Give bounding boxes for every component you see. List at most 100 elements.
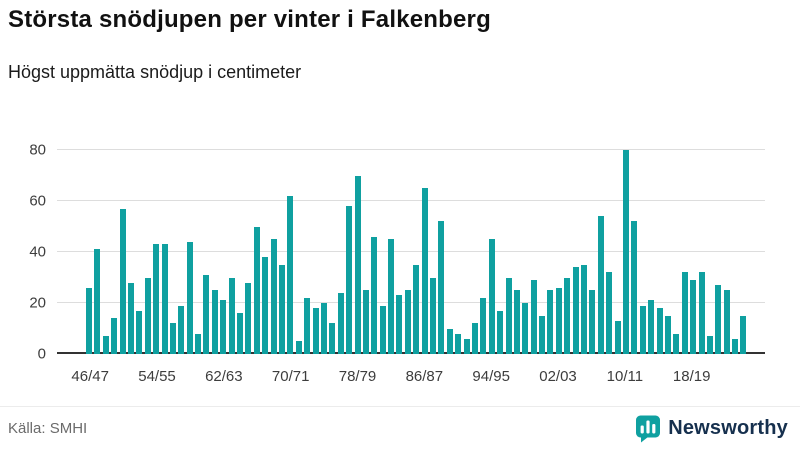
x-tick-label: 18/19 xyxy=(672,368,711,385)
gridlines xyxy=(57,149,765,354)
bar-12-13 xyxy=(639,305,646,354)
bar-23-24 xyxy=(732,338,739,354)
bar-90-91 xyxy=(455,333,462,354)
bar-73-74 xyxy=(312,308,319,354)
bar-08-09 xyxy=(606,272,613,354)
bar-09-10 xyxy=(614,320,621,354)
x-axis-line xyxy=(57,352,765,354)
y-tick-label: 80 xyxy=(29,141,46,159)
source-label: Källa: SMHI xyxy=(8,420,88,437)
bar-64-65 xyxy=(237,313,244,354)
bar-00-01 xyxy=(539,315,546,354)
bar-24-25 xyxy=(740,315,747,354)
bar-21-22 xyxy=(715,285,722,354)
bar-83-84 xyxy=(396,295,403,354)
y-tick-label: 20 xyxy=(29,294,46,312)
bar-93-94 xyxy=(480,297,487,354)
bar-87-88 xyxy=(430,277,437,354)
bar-58-59 xyxy=(186,241,193,354)
bar-61-62 xyxy=(211,290,218,354)
bar-99-00 xyxy=(530,280,537,354)
y-tick-label: 40 xyxy=(29,243,46,261)
bar-80-81 xyxy=(371,236,378,354)
bar-56-57 xyxy=(169,323,176,354)
bar-chart: 0 20 40 60 80 46/47 54/55 62/63 70/71 78/79 86/87… xyxy=(0,140,800,392)
chart-subtitle: Högst uppmätta snödjup i centimeter xyxy=(8,62,302,82)
bar-63-64 xyxy=(228,277,235,354)
bar-16-17 xyxy=(673,333,680,354)
x-tick-label: 78/79 xyxy=(338,368,377,385)
bar-05-06 xyxy=(581,264,588,354)
bar-46-47 xyxy=(86,287,92,354)
bar-78-79 xyxy=(354,175,361,354)
bar-84-85 xyxy=(404,290,411,354)
x-tick-label: 62/63 xyxy=(205,368,243,385)
bar-19-20 xyxy=(698,272,705,354)
bar-15-16 xyxy=(664,315,671,354)
bar-82-83 xyxy=(388,239,395,354)
y-axis: 0 20 40 60 80 xyxy=(0,143,46,362)
bar-60-61 xyxy=(203,274,210,354)
x-tick-label: 70/71 xyxy=(271,368,310,385)
bar-53-54 xyxy=(144,277,151,354)
bar-14-15 xyxy=(656,308,663,354)
bar-66-67 xyxy=(253,226,260,354)
bar-20-21 xyxy=(706,336,713,354)
bar-68-69 xyxy=(270,239,277,354)
bar-59-60 xyxy=(195,333,202,354)
newsworthy-logo-icon xyxy=(636,415,661,442)
newsworthy-brand-link[interactable]: Newsworthy xyxy=(635,415,788,443)
bar-22-23 xyxy=(723,290,730,354)
bar-70-71 xyxy=(287,195,294,354)
bar-69-70 xyxy=(278,264,285,354)
bar-52-53 xyxy=(136,310,143,354)
bar-89-90 xyxy=(446,328,453,354)
bar-54-55 xyxy=(153,244,160,354)
bar-72-73 xyxy=(304,297,311,354)
bar-96-97 xyxy=(505,277,512,354)
bar-98-99 xyxy=(522,303,529,354)
bar-02-03 xyxy=(555,287,562,354)
bar-91-92 xyxy=(463,338,470,354)
bar-06-07 xyxy=(589,290,596,354)
gridline xyxy=(57,302,765,303)
bars-area xyxy=(86,150,747,354)
footer: Källa: SMHI Newsworthy xyxy=(0,406,800,450)
x-tick-label: 46/47 xyxy=(71,368,109,385)
bar-49-50 xyxy=(111,318,118,354)
bar-85-86 xyxy=(413,264,420,354)
bar-01-02 xyxy=(547,290,554,354)
x-tick-label: 10/11 xyxy=(606,368,644,385)
bar-07-08 xyxy=(597,216,604,354)
bar-88-89 xyxy=(438,221,445,354)
bar-18-19 xyxy=(690,280,697,354)
bar-13-14 xyxy=(648,300,655,354)
bar-94-95 xyxy=(488,239,495,354)
y-tick-label: 0 xyxy=(37,345,46,363)
bar-11-12 xyxy=(631,221,638,354)
bar-10-11 xyxy=(623,150,629,354)
x-axis: 46/47 54/55 62/63 70/71 78/79 86/87 94/95 02/03… xyxy=(71,360,746,392)
bar-65-66 xyxy=(245,282,252,354)
bar-97-98 xyxy=(513,290,520,354)
bar-76-77 xyxy=(337,292,344,354)
x-tick-label: 86/87 xyxy=(405,368,444,385)
bar-81-82 xyxy=(379,305,386,354)
x-tick-label: 02/03 xyxy=(539,368,577,385)
bar-92-93 xyxy=(471,323,478,354)
bar-79-80 xyxy=(362,290,369,354)
bar-47-48 xyxy=(94,249,101,354)
bar-55-56 xyxy=(161,244,168,354)
bar-03-04 xyxy=(564,277,571,354)
x-tick-label: 54/55 xyxy=(138,368,176,385)
bar-51-52 xyxy=(127,282,134,354)
bar-04-05 xyxy=(572,267,579,354)
brand-name: Newsworthy xyxy=(668,417,788,439)
x-tick-label: 94/95 xyxy=(472,368,510,385)
bar-62-63 xyxy=(220,300,227,354)
bar-67-68 xyxy=(262,257,269,354)
bar-17-18 xyxy=(681,272,688,354)
chart-title: Största snödjupen per vinter i Falkenber… xyxy=(8,6,491,33)
bar-86-87 xyxy=(421,188,428,354)
